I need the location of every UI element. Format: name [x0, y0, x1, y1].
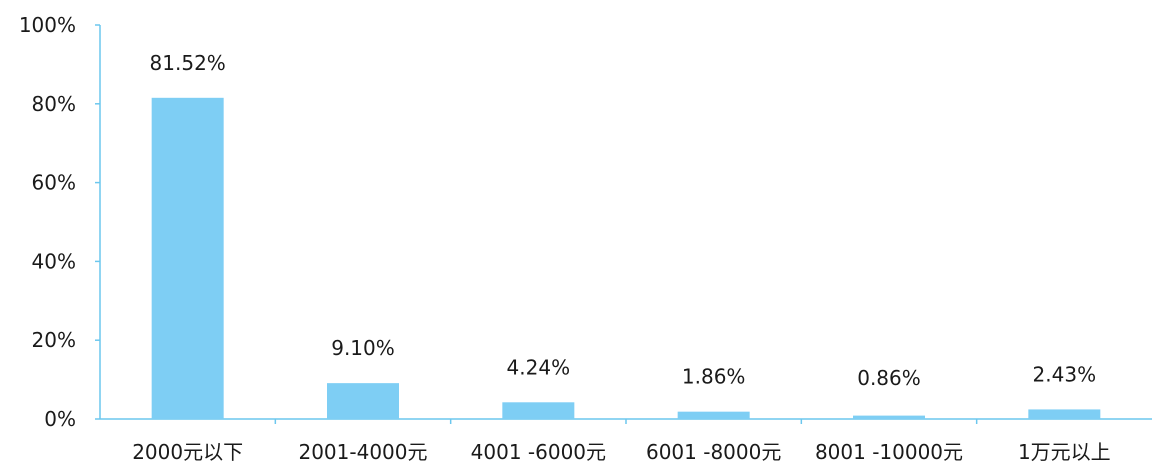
y-axis: 0% 20% 40% 60% 80% 100% — [19, 13, 101, 431]
data-label: 2.43% — [1033, 362, 1097, 386]
y-tick-label: 60% — [32, 171, 76, 195]
data-labels: 81.52% 9.10% 4.24% 1.86% 0.86% 2.43% — [150, 51, 1097, 390]
data-label: 4.24% — [507, 355, 571, 379]
bars — [151, 97, 1101, 419]
bar — [677, 411, 750, 419]
x-category-label: 2001-4000元 — [298, 440, 427, 464]
y-tick-label: 40% — [32, 249, 76, 273]
bar — [502, 402, 575, 419]
x-category-label: 6001 -8000元 — [646, 440, 781, 464]
bar — [327, 383, 399, 419]
y-tick-label: 100% — [19, 13, 76, 37]
y-tick-label: 0% — [44, 407, 76, 431]
bar — [1028, 409, 1101, 419]
data-label: 1.86% — [682, 365, 746, 389]
y-tick-label: 20% — [32, 328, 76, 352]
x-category-label: 8001 -10000元 — [815, 440, 963, 464]
x-axis: 2000元以下 2001-4000元 4001 -6000元 6001 -8000元 8… — [100, 418, 1152, 464]
data-label: 9.10% — [331, 336, 395, 360]
data-label: 0.86% — [857, 366, 921, 390]
bar — [151, 97, 224, 419]
bar — [853, 415, 925, 419]
x-category-label: 2000元以下 — [132, 440, 243, 464]
y-tick-label: 80% — [32, 92, 76, 116]
x-category-label: 1万元以上 — [1018, 440, 1111, 464]
x-category-label: 4001 -6000元 — [471, 440, 606, 464]
data-label: 81.52% — [150, 51, 226, 75]
